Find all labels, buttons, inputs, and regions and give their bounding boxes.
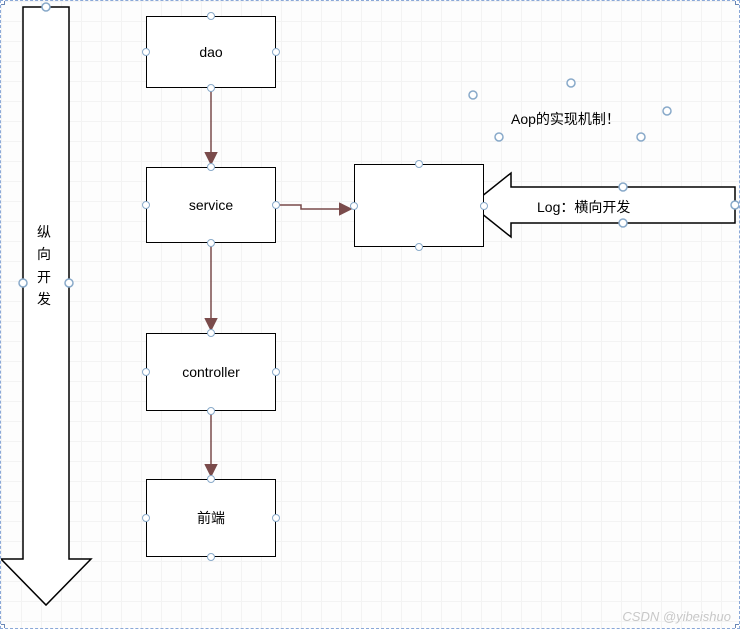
node-dao[interactable]: dao xyxy=(146,16,276,88)
node-service[interactable]: service xyxy=(146,167,276,243)
diagram-canvas: 纵 向 开 发 Log：横向开发 Aop的实现机制！ dao service c… xyxy=(0,0,740,629)
node-controller-label: controller xyxy=(182,364,240,380)
edge-service-blank[interactable] xyxy=(276,205,351,209)
node-dao-label: dao xyxy=(199,44,222,60)
node-service-label: service xyxy=(189,197,233,213)
canvas-handle-br[interactable] xyxy=(735,624,740,629)
canvas-handle-tl[interactable] xyxy=(0,0,5,5)
vertical-arrow-svg xyxy=(1,1,740,629)
node-blank[interactable] xyxy=(354,164,484,247)
node-controller[interactable]: controller xyxy=(146,333,276,411)
log-arrow-label: Log：横向开发 xyxy=(537,197,630,217)
vertical-dev-label: 纵 向 开 发 xyxy=(37,221,51,311)
watermark: CSDN @yibeishuo xyxy=(622,609,731,624)
canvas-handle-bl[interactable] xyxy=(0,624,5,629)
aop-annotation: Aop的实现机制！ xyxy=(511,109,620,129)
node-frontend-label: 前端 xyxy=(197,508,225,528)
node-frontend[interactable]: 前端 xyxy=(146,479,276,557)
canvas-handle-tr[interactable] xyxy=(735,0,740,5)
